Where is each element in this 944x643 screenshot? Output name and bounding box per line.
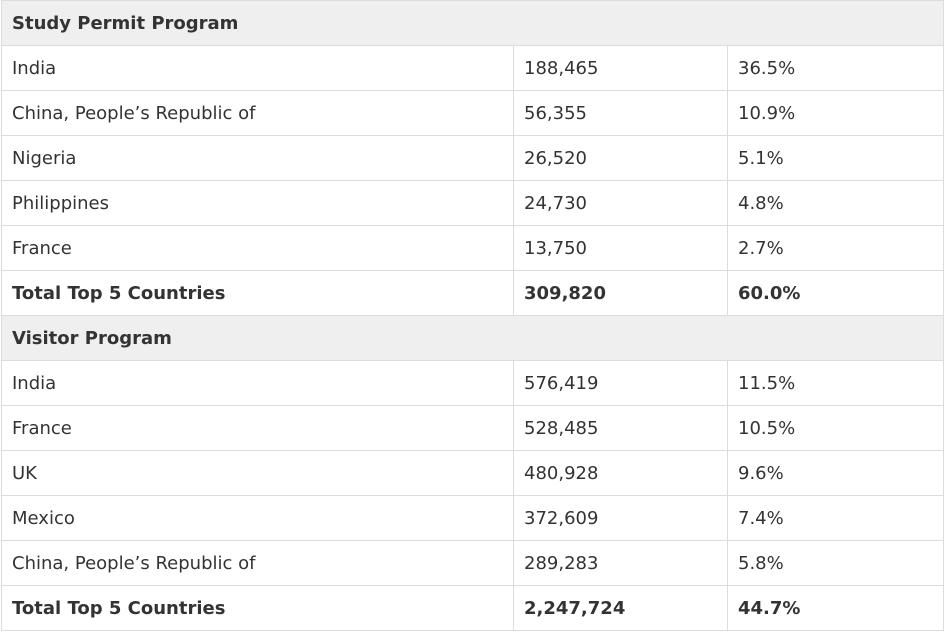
country-cell: France [1,225,514,271]
table-row: Nigeria 26,520 5.1% [1,135,944,181]
percent-cell: 7.4% [726,495,944,541]
total-label-cell: Total Top 5 Countries [1,270,514,316]
table-row: Philippines 24,730 4.8% [1,180,944,226]
table-row: India 188,465 36.5% [1,45,944,91]
country-cell: India [1,360,514,406]
count-cell: 26,520 [513,135,728,181]
total-row: Total Top 5 Countries 309,820 60.0% [1,270,944,316]
count-cell: 24,730 [513,180,728,226]
count-cell: 13,750 [513,225,728,271]
percent-cell: 5.8% [726,540,944,586]
percent-cell: 4.8% [726,180,944,226]
table-row: UK 480,928 9.6% [1,450,944,496]
percent-cell: 2.7% [726,225,944,271]
total-row: Total Top 5 Countries 2,247,724 44.7% [1,585,944,631]
country-cell: France [1,405,514,451]
percent-cell: 10.5% [726,405,944,451]
section-title: Study Permit Program [0,0,944,46]
percent-cell: 9.6% [726,450,944,496]
table-row: India 576,419 11.5% [1,360,944,406]
country-cell: Nigeria [1,135,514,181]
count-cell: 576,419 [513,360,728,406]
total-percent-cell: 60.0% [726,270,944,316]
percent-cell: 5.1% [726,135,944,181]
percent-cell: 36.5% [726,45,944,91]
section-header-row: Study Permit Program [0,0,944,46]
count-cell: 188,465 [513,45,728,91]
country-cell: China, People’s Republic of [1,90,514,136]
country-cell: China, People’s Republic of [1,540,514,586]
total-label-cell: Total Top 5 Countries [1,585,514,631]
total-percent-cell: 44.7% [726,585,944,631]
percent-cell: 11.5% [726,360,944,406]
total-count-cell: 309,820 [513,270,728,316]
count-cell: 528,485 [513,405,728,451]
count-cell: 372,609 [513,495,728,541]
count-cell: 56,355 [513,90,728,136]
table-row: China, People’s Republic of 56,355 10.9% [1,90,944,136]
count-cell: 480,928 [513,450,728,496]
country-cell: Philippines [1,180,514,226]
section-header-row: Visitor Program [0,315,944,361]
table-row: France 528,485 10.5% [1,405,944,451]
total-count-cell: 2,247,724 [513,585,728,631]
table-row: Mexico 372,609 7.4% [1,495,944,541]
count-cell: 289,283 [513,540,728,586]
country-cell: Mexico [1,495,514,541]
table-row: France 13,750 2.7% [1,225,944,271]
country-cell: UK [1,450,514,496]
table-row: China, People’s Republic of 289,283 5.8% [1,540,944,586]
country-cell: India [1,45,514,91]
percent-cell: 10.9% [726,90,944,136]
section-title: Visitor Program [0,315,944,361]
